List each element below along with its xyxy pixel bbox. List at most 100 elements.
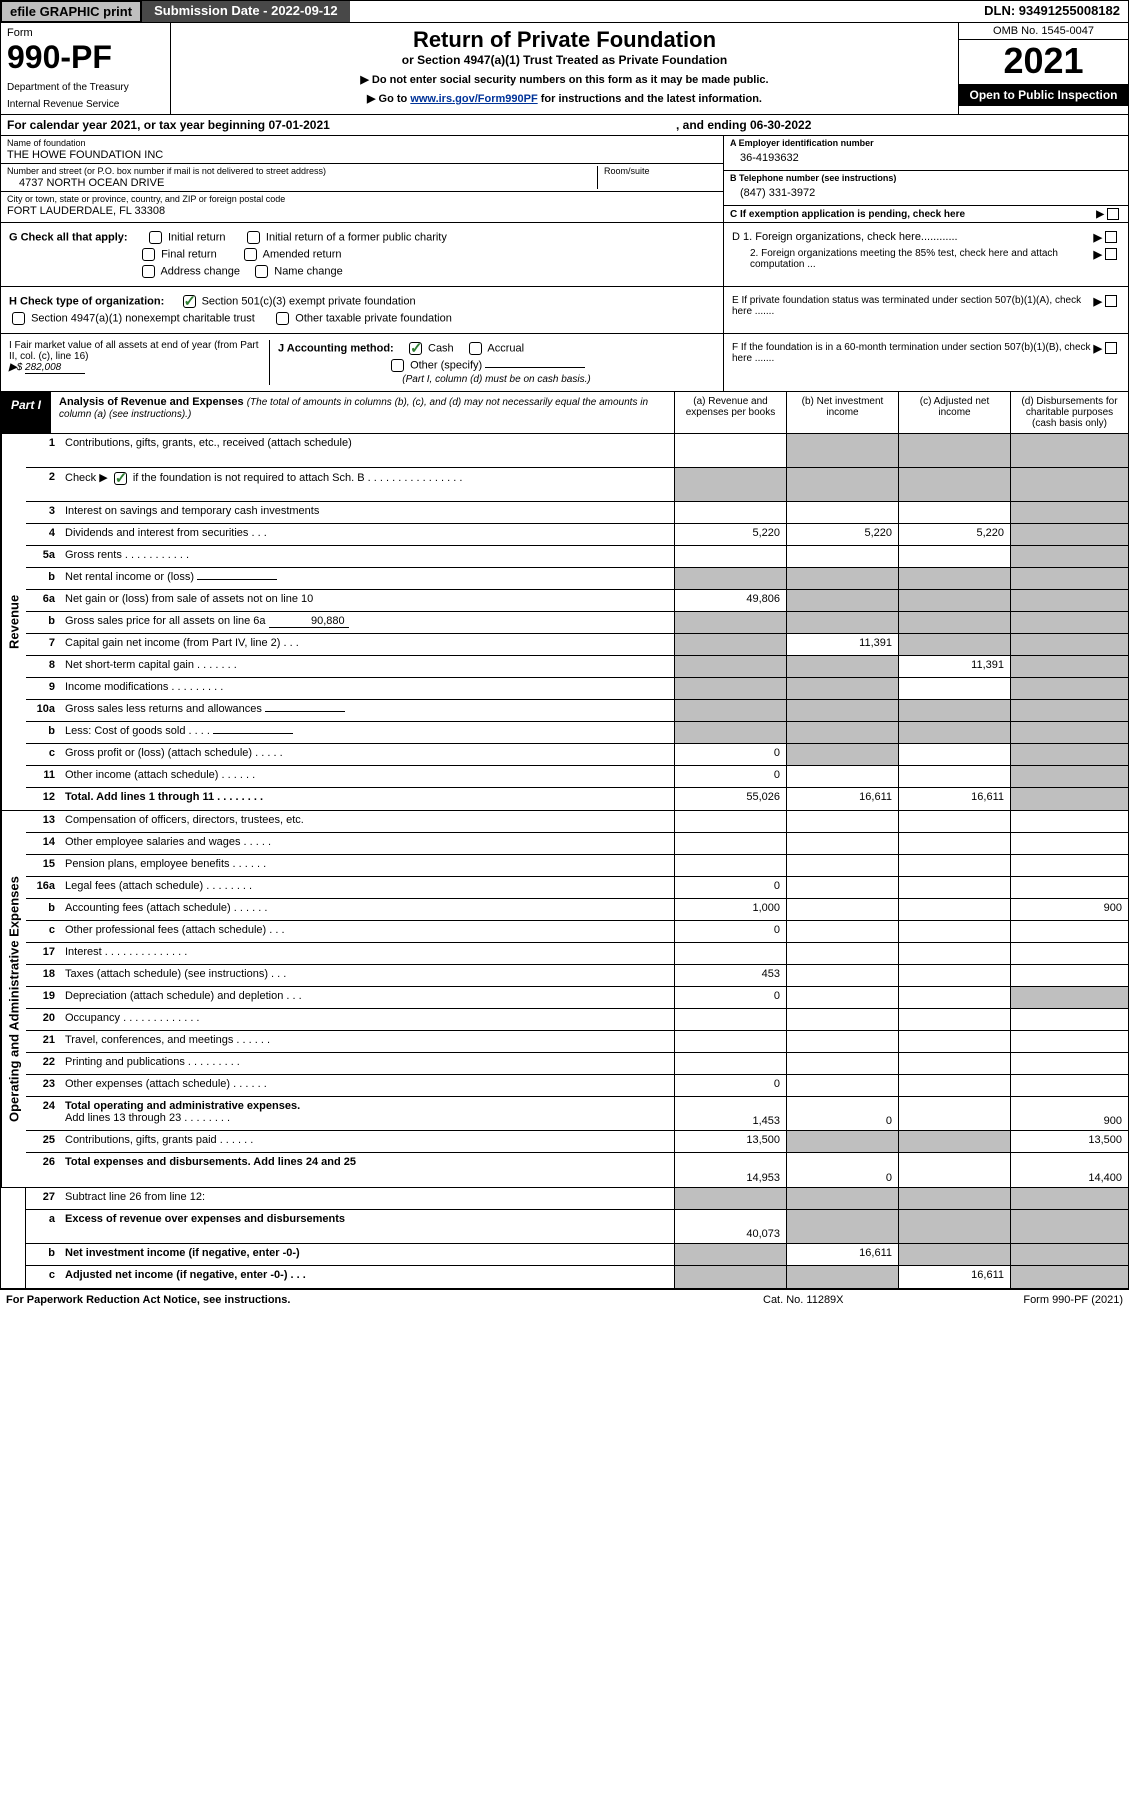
initial-former-checkbox[interactable] <box>247 231 260 244</box>
h-label: H Check type of organization: <box>9 295 164 307</box>
row-num: 11 <box>26 766 61 787</box>
amended-return-checkbox[interactable] <box>244 248 257 261</box>
row-desc: Printing and publications . . . . . . . … <box>61 1053 674 1074</box>
cell-c <box>898 546 1010 567</box>
f-checkbox[interactable] <box>1105 342 1117 354</box>
cell-c <box>898 634 1010 655</box>
cell-c <box>898 987 1010 1008</box>
exemption-checkbox[interactable] <box>1107 208 1119 220</box>
cell-a <box>674 1053 786 1074</box>
address-change-label: Address change <box>160 265 240 277</box>
initial-return-checkbox[interactable] <box>149 231 162 244</box>
foundation-name: THE HOWE FOUNDATION INC <box>7 148 717 161</box>
dln-number: DLN: 93491255008182 <box>976 1 1128 22</box>
cell-b <box>786 1266 898 1288</box>
row-desc: Net rental income or (loss) <box>61 568 674 589</box>
accrual-checkbox[interactable] <box>469 342 482 355</box>
cell-c <box>898 722 1010 743</box>
row-desc: Gross sales price for all assets on line… <box>61 612 674 633</box>
col-b-header: (b) Net investment income <box>786 392 898 433</box>
cell-c <box>898 1009 1010 1030</box>
cell-b <box>786 899 898 920</box>
cell-a <box>674 1266 786 1288</box>
cell-d <box>1010 943 1128 964</box>
cell-d <box>1010 634 1128 655</box>
d1-checkbox[interactable] <box>1105 231 1117 243</box>
cell-b <box>786 590 898 611</box>
irs-label: Internal Revenue Service <box>7 99 164 110</box>
other-method-checkbox[interactable] <box>391 359 404 372</box>
cell-a <box>674 568 786 589</box>
other-taxable-label: Other taxable private foundation <box>295 312 452 324</box>
row-desc: Total expenses and disbursements. Add li… <box>61 1153 674 1187</box>
row-num: 4 <box>26 524 61 545</box>
form990pf-link[interactable]: www.irs.gov/Form990PF <box>410 93 537 105</box>
arrow-icon: ▶ <box>1096 209 1104 220</box>
net-rental-input[interactable] <box>197 579 277 580</box>
cell-b: 16,611 <box>786 788 898 810</box>
open-inspection: Open to Public Inspection <box>959 84 1128 106</box>
efile-print-button[interactable]: efile GRAPHIC print <box>1 1 141 22</box>
cell-d <box>1010 656 1128 677</box>
cell-b: 11,391 <box>786 634 898 655</box>
foundation-city: FORT LAUDERDALE, FL 33308 <box>7 204 717 217</box>
row-num: 21 <box>26 1031 61 1052</box>
cell-c <box>898 678 1010 699</box>
cell-a: 1,453 <box>674 1097 786 1130</box>
cell-a: 453 <box>674 965 786 986</box>
cell-d <box>1010 590 1128 611</box>
cell-c <box>898 468 1010 501</box>
row-desc: Contributions, gifts, grants paid . . . … <box>61 1131 674 1152</box>
final-return-checkbox[interactable] <box>142 248 155 261</box>
cell-b <box>786 546 898 567</box>
e-checkbox[interactable] <box>1105 295 1117 307</box>
cell-d <box>1010 833 1128 854</box>
cell-a <box>674 546 786 567</box>
schb-checkbox[interactable] <box>114 472 127 485</box>
desc-text: Net rental income or (loss) <box>65 571 194 583</box>
cell-b <box>786 744 898 765</box>
row-num: 19 <box>26 987 61 1008</box>
other-method-input[interactable] <box>485 367 585 368</box>
501c3-checkbox[interactable] <box>183 295 196 308</box>
cash-checkbox[interactable] <box>409 342 422 355</box>
other-taxable-checkbox[interactable] <box>276 312 289 325</box>
row-num: 9 <box>26 678 61 699</box>
revenue-sidelabel: Revenue <box>1 434 26 810</box>
omb-number: OMB No. 1545-0047 <box>959 23 1128 40</box>
form-label: Form <box>7 27 164 39</box>
address-change-checkbox[interactable] <box>142 265 155 278</box>
row-desc: Total operating and administrative expen… <box>61 1097 674 1130</box>
cogs-input[interactable] <box>213 733 293 734</box>
4947a1-checkbox[interactable] <box>12 312 25 325</box>
city-label: City or town, state or province, country… <box>7 194 717 204</box>
cell-d <box>1010 700 1128 721</box>
cell-a <box>674 678 786 699</box>
expenses-section: Operating and Administrative Expenses 13… <box>0 811 1129 1188</box>
gross-sales-returns-input[interactable] <box>265 711 345 712</box>
row-num: 1 <box>26 434 61 467</box>
i-label: I Fair market value of all assets at end… <box>9 340 269 362</box>
page-footer: For Paperwork Reduction Act Notice, see … <box>0 1289 1129 1310</box>
dept-treasury: Department of the Treasury <box>7 82 164 93</box>
name-change-checkbox[interactable] <box>255 265 268 278</box>
row-num: b <box>26 612 61 633</box>
cell-b <box>786 1053 898 1074</box>
row-desc: Total. Add lines 1 through 11 . . . . . … <box>61 788 674 810</box>
row-desc: Gross profit or (loss) (attach schedule)… <box>61 744 674 765</box>
arrow-icon: ▶ <box>1094 295 1102 317</box>
cell-d <box>1010 811 1128 832</box>
row-num: 18 <box>26 965 61 986</box>
exemption-pending-label: C If exemption application is pending, c… <box>730 209 1096 220</box>
cash-label: Cash <box>428 342 454 354</box>
cell-d <box>1010 744 1128 765</box>
row-desc: Other employee salaries and wages . . . … <box>61 833 674 854</box>
row-num: 2 <box>26 468 61 501</box>
cell-a <box>674 656 786 677</box>
row-desc: Accounting fees (attach schedule) . . . … <box>61 899 674 920</box>
row-num: 27 <box>26 1188 61 1209</box>
j-note: (Part I, column (d) must be on cash basi… <box>278 374 715 385</box>
column-headers: (a) Revenue and expenses per books (b) N… <box>674 392 1128 433</box>
d2-checkbox[interactable] <box>1105 248 1117 260</box>
d2-label: 2. Foreign organizations meeting the 85%… <box>750 248 1094 270</box>
